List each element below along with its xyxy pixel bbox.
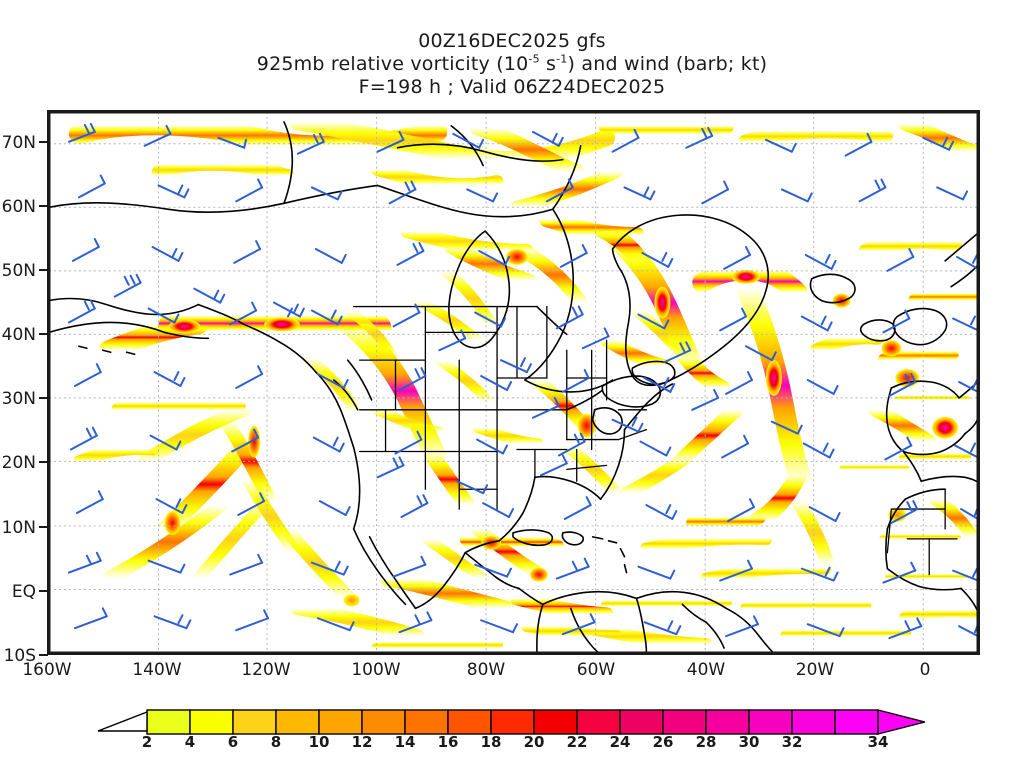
xtick-label-40w: 40W — [686, 660, 726, 680]
vorticity-core-mediterranean — [932, 416, 959, 439]
colorbar-swatch — [748, 709, 793, 735]
ytick-label-20n: 20N — [1, 453, 36, 473]
colorbar-tick-20: 20 — [523, 733, 545, 751]
xtick-label-80w: 80W — [466, 660, 506, 680]
colorbar-tick-26: 26 — [652, 733, 674, 751]
colorbar-swatch — [576, 709, 621, 735]
ytick-label-eq: EQ — [11, 582, 36, 602]
colorbar-swatch — [662, 709, 707, 735]
title-line-model: 00Z16DEC2025 gfs — [418, 30, 606, 52]
ytick-label-40n: 40N — [1, 325, 36, 345]
colorbar-svg — [97, 709, 926, 735]
colorbar-swatch — [318, 709, 363, 735]
colorbar-swatch — [189, 709, 234, 735]
colorbar-tick-32: 32 — [781, 733, 803, 751]
vorticity-band-bc-coast — [336, 311, 449, 471]
colorbar-swatch — [232, 709, 277, 735]
title-line-field: 925mb relative vorticity (10-5 s-1) and … — [0, 53, 1024, 76]
colorbar-swatch — [791, 709, 836, 735]
ytick-label-10s: 10S — [3, 646, 36, 666]
colorbar-swatch — [533, 709, 578, 735]
title-field-mid: s — [539, 53, 557, 75]
map-canvas — [49, 112, 978, 653]
colorbar-tick-10: 10 — [308, 733, 330, 751]
xtick-label-140w: 140W — [132, 660, 182, 680]
colorbar-tick-6: 6 — [227, 733, 239, 751]
colorbar-tick-30: 30 — [738, 733, 760, 751]
colorbar-tick-24: 24 — [609, 733, 631, 751]
wind-barbs — [67, 122, 978, 640]
title-exp-neg1: -1 — [556, 52, 568, 66]
coastlines — [49, 121, 978, 653]
colorbar-tick-16: 16 — [437, 733, 459, 751]
vorticity-band-north-atlantic-front — [735, 275, 813, 495]
colorbar-tick-18: 18 — [480, 733, 502, 751]
xtick-label-0: 0 — [919, 660, 931, 680]
ytick-label-30n: 30N — [1, 389, 36, 409]
title-field-pre: 925mb relative vorticity (10 — [256, 53, 529, 75]
colorbar-tick-8: 8 — [270, 733, 282, 751]
colorbar-swatch — [619, 709, 664, 735]
xtick-label-160w: 160W — [22, 660, 72, 680]
title-line-valid: F=198 h ; Valid 06Z24DEC2025 — [358, 76, 666, 98]
xtick-label-60w: 60W — [576, 660, 616, 680]
xtick-label-20w: 20W — [795, 660, 835, 680]
colorbar-tick-14: 14 — [394, 733, 416, 751]
colorbar-swatch — [490, 709, 535, 735]
ytick-label-60n: 60N — [1, 197, 36, 217]
colorbar-swatch — [705, 709, 750, 735]
colorbar-tick-2: 2 — [141, 733, 153, 751]
colorbar-tick-22: 22 — [566, 733, 588, 751]
colorbar-swatch — [834, 709, 879, 735]
map-plot-area — [47, 110, 980, 655]
colorbar-over-arrow — [877, 709, 926, 735]
colorbar-under-arrow — [97, 710, 148, 732]
colorbar-swatch — [361, 709, 406, 735]
colorbar-swatch — [275, 709, 320, 735]
xtick-label-120w: 120W — [241, 660, 291, 680]
colorbar-swatch — [447, 709, 492, 735]
chart-title-block: 00Z16DEC2025 gfs 925mb relative vorticit… — [0, 30, 1024, 99]
colorbar-swatch — [404, 709, 449, 735]
ytick-label-10n: 10N — [1, 518, 36, 538]
title-exp-neg5: -5 — [528, 52, 540, 66]
colorbar-tick-4: 4 — [184, 733, 196, 751]
colorbar-tick-12: 12 — [351, 733, 373, 751]
xtick-label-100w: 100W — [351, 660, 401, 680]
ytick-label-70n: 70N — [1, 133, 36, 153]
ytick-label-50n: 50N — [1, 261, 36, 281]
colorbar-swatch — [146, 709, 191, 735]
title-field-post: ) and wind (barb; kt) — [567, 53, 768, 75]
colorbar-tick-28: 28 — [695, 733, 717, 751]
colorbar: 2 4 6 8 10 12 14 16 18 20 22 24 26 28 30 32 34 — [0, 702, 1024, 762]
colorbar-tick-34: 34 — [867, 733, 889, 751]
